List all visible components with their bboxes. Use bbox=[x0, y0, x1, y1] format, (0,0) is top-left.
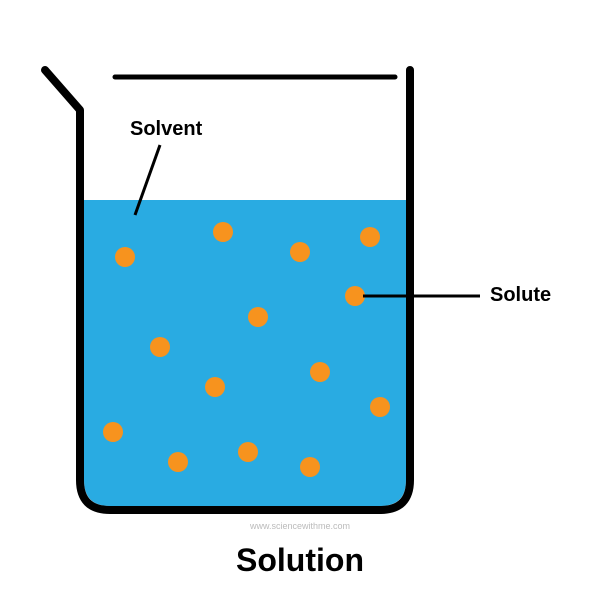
diagram-title: Solution bbox=[0, 542, 600, 579]
solvent-label: Solvent bbox=[130, 118, 202, 141]
solute-particle bbox=[360, 227, 380, 247]
solute-particle bbox=[290, 242, 310, 262]
solute-particle bbox=[238, 442, 258, 462]
solute-particle bbox=[300, 457, 320, 477]
solute-particle bbox=[310, 362, 330, 382]
solute-particle bbox=[150, 337, 170, 357]
solute-particle bbox=[103, 422, 123, 442]
solute-particle bbox=[370, 397, 390, 417]
solution-diagram: { "diagram": { "type": "infographic", "b… bbox=[0, 0, 600, 600]
solute-label: Solute bbox=[490, 284, 551, 307]
solute-particle bbox=[248, 307, 268, 327]
solute-particle bbox=[205, 377, 225, 397]
watermark-text: www.sciencewithme.com bbox=[0, 521, 600, 531]
solute-particle bbox=[213, 222, 233, 242]
solute-particle bbox=[168, 452, 188, 472]
solute-particle bbox=[115, 247, 135, 267]
solute-particle bbox=[345, 286, 365, 306]
